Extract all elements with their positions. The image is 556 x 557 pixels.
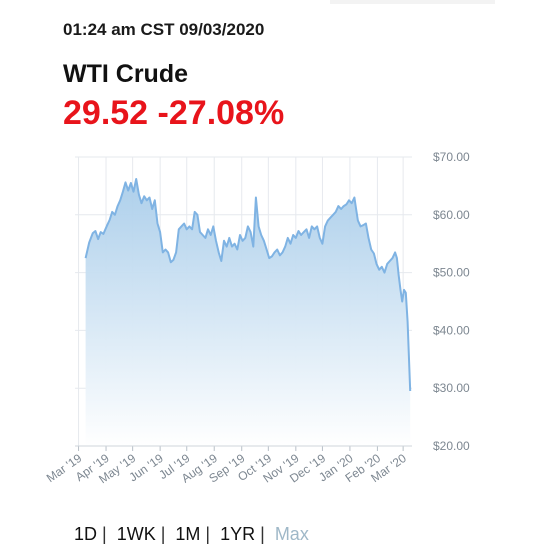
y-tick-label: $40.00 [433,323,470,337]
range-button-1m[interactable]: 1M [175,524,201,544]
price-line [84,178,412,392]
range-separator: | [200,524,221,544]
range-button-max[interactable]: Max [274,524,309,544]
last-price: 29.52 [63,94,149,132]
y-tick-label: $30.00 [433,381,470,395]
range-selector: 1D | 1WK | 1M | 1YR | Max [74,524,309,545]
price-chart[interactable]: $70.00 $60.00 $50.00 $40.00 $30.00 $20.00 Mar… [0,140,556,520]
y-tick-label: $20.00 [433,439,470,453]
y-tick-label: $60.00 [433,208,470,222]
quote-timestamp: 01:24 am CST 09/03/2020 [63,20,265,39]
top-shadow-bar [330,0,495,4]
y-axis: $70.00 $60.00 $50.00 $40.00 $30.00 $20.00 [433,150,470,453]
y-tick-label: $50.00 [433,266,470,280]
percent-change: -27.08% [157,94,285,132]
range-button-1wk[interactable]: 1WK [116,524,156,544]
range-separator: | [155,524,176,544]
y-tick-label: $70.00 [433,150,470,164]
quote-line: 29.52 -27.08% [63,94,284,133]
range-separator: | [97,524,117,544]
range-separator: | [255,524,275,544]
range-button-1d[interactable]: 1D [74,524,98,544]
range-button-1yr[interactable]: 1YR [220,524,256,544]
instrument-name: WTI Crude [63,60,188,88]
price-area [85,179,411,446]
